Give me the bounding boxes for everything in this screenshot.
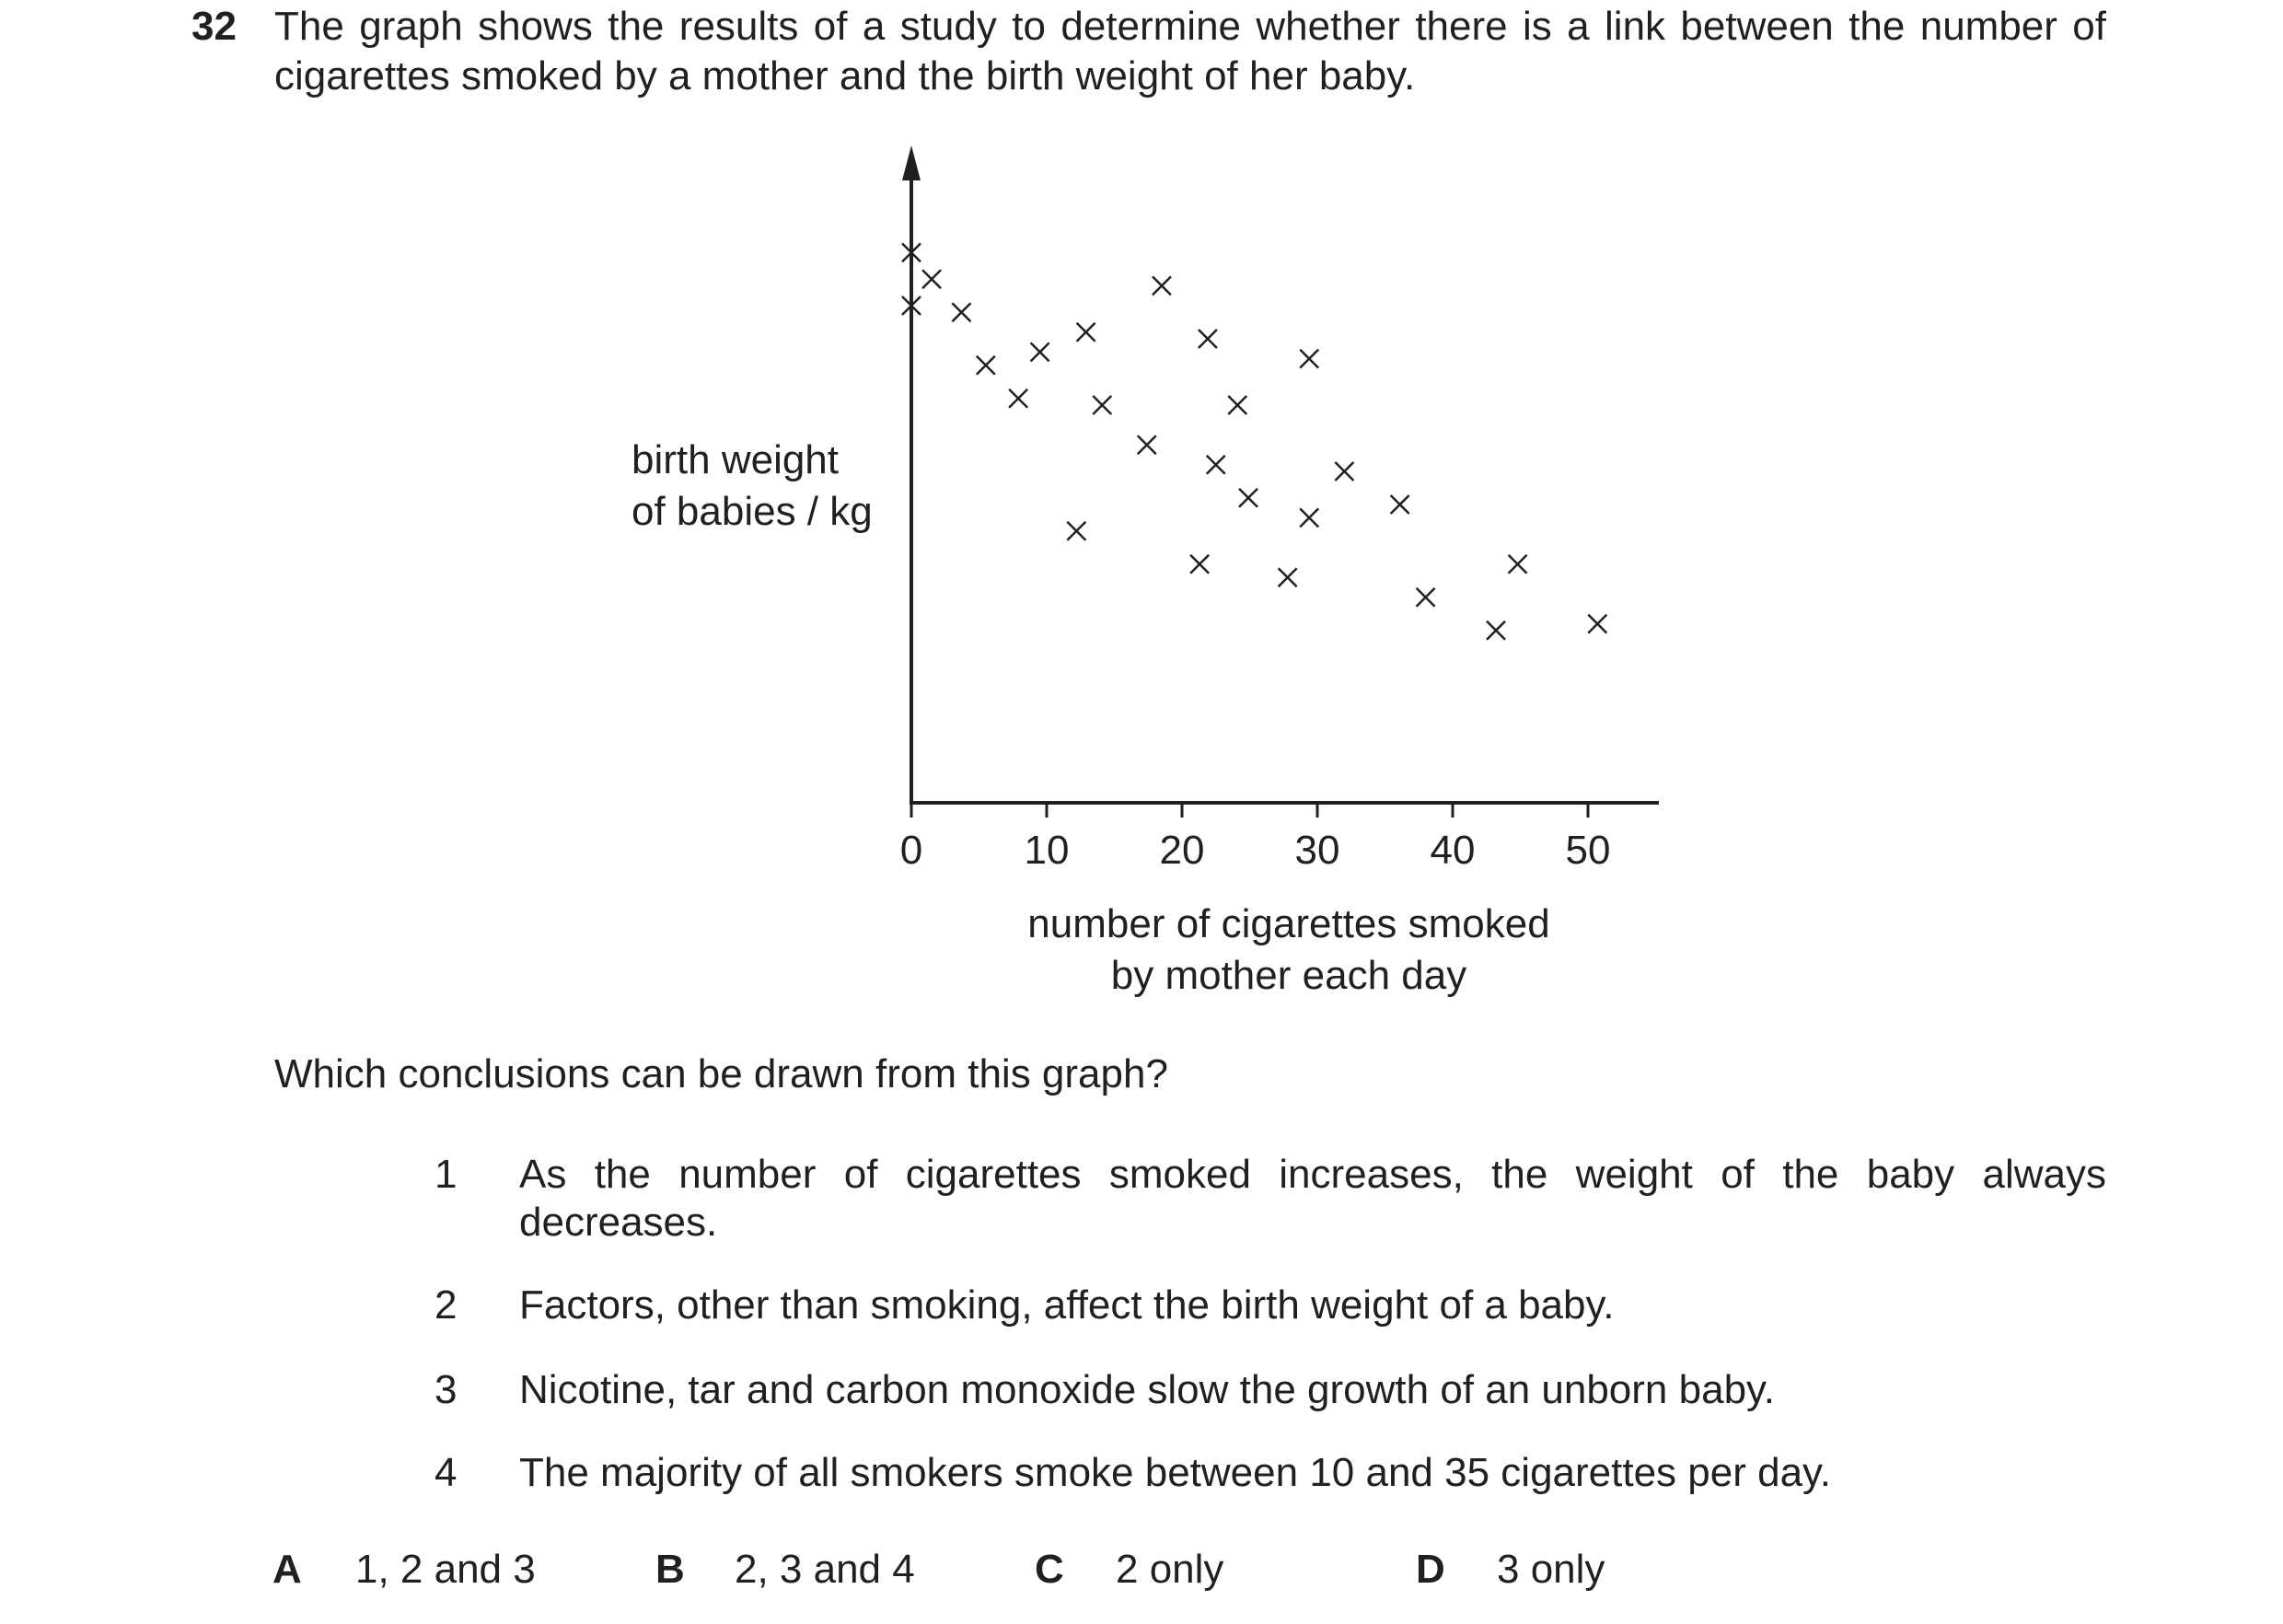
- data-point: [921, 269, 942, 290]
- x-axis-label-line2: by mother each day: [1110, 953, 1467, 998]
- data-point: [1075, 321, 1096, 342]
- question-stem: The graph shows the results of a study t…: [274, 4, 2106, 99]
- x-tick-label: 10: [1025, 828, 1070, 873]
- data-point: [1299, 348, 1320, 369]
- data-point: [1277, 567, 1298, 588]
- data-point: [1238, 487, 1258, 508]
- data-point: [1189, 553, 1210, 574]
- data-point: [1066, 520, 1087, 541]
- data-point: [951, 302, 972, 323]
- data-point: [901, 296, 921, 316]
- data-point: [901, 242, 921, 263]
- x-tick-label: 40: [1431, 828, 1476, 873]
- data-point: [1507, 553, 1528, 574]
- data-point: [1415, 586, 1436, 608]
- data-point: [1205, 454, 1226, 475]
- x-axis-label: number of cigarettes smoked by mother ea…: [921, 899, 1657, 1002]
- question-prompt: Which conclusions can be drawn from this…: [274, 1051, 1168, 1096]
- data-point: [1092, 395, 1113, 415]
- question-number: 32: [191, 4, 237, 49]
- x-axis-label-line1: number of cigarettes smoked: [1027, 901, 1550, 946]
- data-point: [1227, 395, 1248, 415]
- y-axis-label: birth weight of babies / kg: [632, 435, 873, 538]
- x-tick-label: 0: [900, 828, 922, 873]
- statement-1-text: As the number of cigarettes smoked incre…: [519, 1152, 2106, 1245]
- data-point: [1389, 494, 1410, 515]
- statement-4-text: The majority of all smokers smoke betwee…: [519, 1450, 1831, 1495]
- statement-2-number: 2: [435, 1282, 458, 1328]
- data-point: [1029, 342, 1050, 363]
- option-d-text[interactable]: 3 only: [1497, 1547, 1605, 1592]
- data-point: [1198, 329, 1218, 349]
- x-tick-label: 20: [1160, 828, 1205, 873]
- x-tick-label: 30: [1295, 828, 1340, 873]
- data-point: [1486, 620, 1506, 641]
- option-b-text[interactable]: 2, 3 and 4: [735, 1547, 915, 1592]
- scatter-chart: 0 10 20 30 40 50: [900, 145, 1659, 873]
- statement-1-number: 1: [435, 1152, 458, 1197]
- option-c-letter[interactable]: C: [1035, 1547, 1064, 1592]
- option-b-letter[interactable]: B: [655, 1547, 685, 1592]
- option-a-letter[interactable]: A: [272, 1547, 302, 1592]
- option-a-text[interactable]: 1, 2 and 3: [355, 1547, 536, 1592]
- y-axis-arrow: [902, 145, 921, 180]
- data-point: [1152, 275, 1172, 296]
- y-axis-label-line1: birth weight: [632, 437, 840, 482]
- data-point: [1008, 388, 1029, 409]
- statement-3-number: 3: [435, 1367, 458, 1412]
- option-d-letter[interactable]: D: [1416, 1547, 1445, 1592]
- y-axis-label-line2: of babies / kg: [632, 489, 873, 534]
- data-point: [1587, 613, 1608, 634]
- statement-2-text: Factors, other than smoking, affect the …: [519, 1282, 1615, 1328]
- statement-3-text: Nicotine, tar and carbon monoxide slow t…: [519, 1367, 1775, 1412]
- data-point: [1299, 507, 1320, 528]
- statement-4-number: 4: [435, 1450, 458, 1495]
- x-tick-label: 50: [1566, 828, 1611, 873]
- data-point: [1334, 461, 1355, 481]
- data-point: [1136, 435, 1157, 456]
- data-point: [975, 354, 996, 376]
- option-c-text[interactable]: 2 only: [1116, 1547, 1224, 1592]
